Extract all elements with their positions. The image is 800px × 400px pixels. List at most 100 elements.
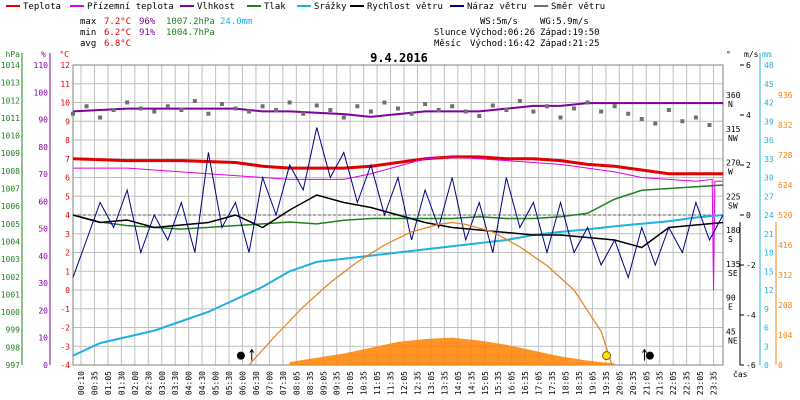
mm-tick-label: 3 xyxy=(764,342,769,351)
ms-tick-label: -2 xyxy=(746,261,756,270)
pct-axis-label: % xyxy=(41,50,46,59)
temp-tick-label: 8 xyxy=(65,136,70,145)
series-n-raz-v-tru-line xyxy=(72,127,724,280)
x-tick-label: 05:30 xyxy=(225,371,234,395)
wind-direction-point xyxy=(274,108,279,112)
legend: Teplota Přízemní teplota Vlhkost Tlak Srážky… xyxy=(6,2,605,12)
x-tick-label: 14:35 xyxy=(467,371,476,395)
info-sun-set: Západ:19:50 xyxy=(540,28,600,38)
x-tick-label: 21:05 xyxy=(642,371,651,395)
stat-max-press: 1007.2hPa xyxy=(166,17,215,27)
moon-marker xyxy=(645,351,654,360)
wind-direction-point xyxy=(179,108,184,112)
stat-max-hum: 96% xyxy=(139,17,156,27)
x-tick-label: 19:05 xyxy=(588,371,597,395)
wind-direction-point xyxy=(436,108,441,112)
hpa-tick-label: 1006 xyxy=(1,202,20,211)
ms-axis-label: m/s xyxy=(744,50,759,59)
dir-tick-value: 360 xyxy=(726,91,741,100)
hpa-tick-label: 1000 xyxy=(1,308,20,317)
x-tick-label: 06:00 xyxy=(239,371,248,395)
x-tick-label: 10:35 xyxy=(360,371,369,395)
series-sr-ky-line xyxy=(72,214,724,357)
x-tick-label: 18:35 xyxy=(575,371,584,395)
ms-tick-label: -6 xyxy=(746,361,756,370)
hpa-tick-label: 1011 xyxy=(1,114,20,123)
wind-direction-point xyxy=(382,100,387,105)
x-tick-label: 03:00 xyxy=(158,371,167,395)
rad-tick-label: 832 xyxy=(778,121,793,130)
x-tick-label: 10:05 xyxy=(346,371,355,395)
x-tick-label: 16:05 xyxy=(508,371,517,395)
rad-tick-label: 936 xyxy=(778,91,793,100)
stat-min-label: min xyxy=(80,28,96,38)
x-tick-label: 02:30 xyxy=(144,371,153,395)
x-tick-label: 08:05 xyxy=(292,371,301,395)
mm-tick-label: 15 xyxy=(764,267,774,276)
dir-tick-label: NE xyxy=(728,336,738,345)
dir-tick-label: W xyxy=(728,168,733,177)
stat-min-press: 1004.7hPa xyxy=(166,28,215,38)
x-tick-label: 01:30 xyxy=(117,371,126,395)
x-tick-label: 02:00 xyxy=(131,371,140,395)
legend-item: Přízemní teplota xyxy=(87,2,174,12)
x-tick-label: 13:35 xyxy=(440,371,449,395)
wind-direction-point xyxy=(152,109,157,114)
pct-tick-label: 90 xyxy=(38,116,48,125)
wind-direction-point xyxy=(639,117,644,121)
wind-direction-point xyxy=(192,99,197,103)
hpa-tick-label: 1009 xyxy=(1,149,20,158)
x-tick-label: 03:30 xyxy=(171,371,180,395)
legend-item: Náraz větru xyxy=(467,2,527,12)
x-tick-label: 17:05 xyxy=(535,371,544,395)
x-tick-label: 20:05 xyxy=(615,371,624,395)
x-tick-label: 11:35 xyxy=(387,371,396,395)
wind-direction-point xyxy=(653,121,658,126)
wind-direction-point xyxy=(341,115,346,120)
pct-tick-label: 0 xyxy=(43,361,48,370)
temp-tick-label: 2 xyxy=(65,249,70,258)
temp-tick-label: 6 xyxy=(65,174,70,183)
x-tick-label: 18:05 xyxy=(562,371,571,395)
x-tick-label: 15:35 xyxy=(494,371,503,395)
mm-tick-label: 21 xyxy=(764,230,774,239)
wind-direction-point xyxy=(599,109,604,114)
x-tick-label: 04:30 xyxy=(198,371,207,395)
hpa-tick-label: 1013 xyxy=(1,79,20,88)
hpa-tick-label: 1008 xyxy=(1,167,20,176)
wind-direction-point xyxy=(612,104,617,109)
ms-tick-label: 6 xyxy=(746,61,751,70)
temp-tick-label: 5 xyxy=(65,192,70,201)
ms-tick-label: 2 xyxy=(746,161,751,170)
mm-tick-label: 27 xyxy=(764,192,774,201)
wind-direction-point xyxy=(585,100,590,105)
stats-panel: max 7.2°C 96% 1007.2hPa 24.0mm min 6.2°C… xyxy=(80,17,253,49)
legend-item: Tlak xyxy=(264,2,286,12)
chart-title: 9.4.2016 xyxy=(370,51,428,65)
wind-direction-point xyxy=(707,123,712,127)
stat-avg-label: avg xyxy=(80,39,96,49)
x-tick-label: 23:35 xyxy=(710,371,719,395)
rad-tick-label: 0 xyxy=(778,361,783,370)
radiation-area xyxy=(289,337,615,365)
stat-max-rain: 24.0mm xyxy=(220,17,253,27)
wind-direction-point xyxy=(558,115,563,120)
mm-tick-label: 45 xyxy=(764,80,774,89)
x-unit-label: čas xyxy=(733,369,748,379)
info-ws: WS:5m/s xyxy=(480,17,518,27)
temp-tick-label: 1 xyxy=(65,267,70,276)
hpa-tick-label: 1012 xyxy=(1,96,20,105)
x-tick-label: 00:35 xyxy=(90,371,99,395)
x-tick-label: 19:35 xyxy=(602,371,611,395)
info-moon-set: Západ:21:25 xyxy=(540,39,600,49)
mm-tick-label: 36 xyxy=(764,136,774,145)
rad-tick-label: 416 xyxy=(778,241,793,250)
hpa-tick-label: 1010 xyxy=(1,132,20,141)
info-sun-rise: Východ:06:26 xyxy=(470,28,535,38)
x-tick-label: 15:05 xyxy=(481,371,490,395)
wind-direction-point xyxy=(572,106,577,111)
x-tick-label: 09:05 xyxy=(319,371,328,395)
wind-direction-point xyxy=(544,104,549,109)
hpa-tick-label: 1001 xyxy=(1,290,20,299)
